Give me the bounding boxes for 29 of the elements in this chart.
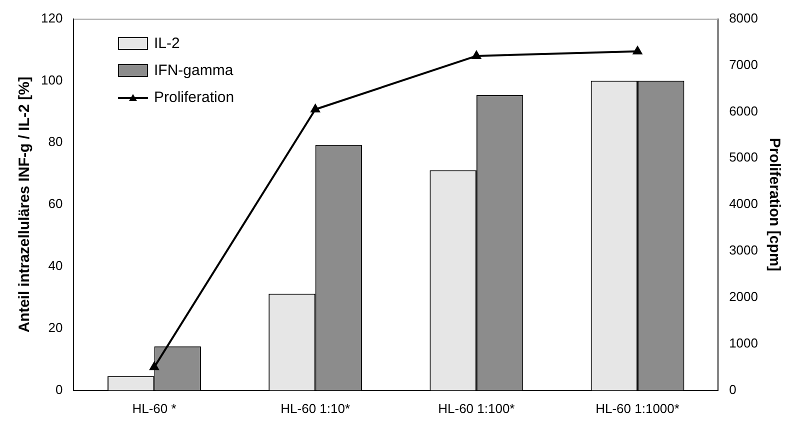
y-tick-label: 40 xyxy=(48,258,63,274)
x-tick-label: HL-60 * xyxy=(132,400,176,416)
y-tick-label: 20 xyxy=(48,320,63,336)
y2-tick-label: 5000 xyxy=(729,150,758,165)
x-tick-label: HL-60 1:100* xyxy=(438,400,515,416)
point xyxy=(310,104,320,112)
point xyxy=(633,46,642,54)
y-tick-label: 0 xyxy=(55,382,63,397)
y2-tick-label: 7000 xyxy=(729,56,758,72)
point xyxy=(150,362,159,370)
y-tick-label: 80 xyxy=(48,134,63,150)
point xyxy=(472,50,481,59)
y2-tick-label: 6000 xyxy=(729,103,758,118)
y2-axis-title: Proliferation [cpm] xyxy=(766,138,783,272)
legend-label: IFN-gamma xyxy=(154,61,234,81)
x-tick-label: HL-60 1:10* xyxy=(280,400,350,416)
y-tick-label: 120 xyxy=(40,10,63,26)
y-tick-label: 100 xyxy=(40,72,63,88)
legend-label: IL-2 xyxy=(154,34,180,54)
y-tick-label: 60 xyxy=(48,196,63,212)
y2-tick-label: 1000 xyxy=(729,336,758,351)
y2-tick-label: 0 xyxy=(729,382,736,397)
y2-tick-label: 2000 xyxy=(729,289,758,304)
y2-tick-label: 8000 xyxy=(729,10,758,26)
x-tick-label: HL-60 1:1000* xyxy=(596,400,680,416)
legend-label: Proliferation xyxy=(154,88,234,108)
y2-tick-label: 4000 xyxy=(729,196,758,212)
y-axis-title: Anteil intrazelluläres INF-g / IL-2 [%] xyxy=(16,76,34,333)
y2-tick-label: 3000 xyxy=(729,242,758,258)
